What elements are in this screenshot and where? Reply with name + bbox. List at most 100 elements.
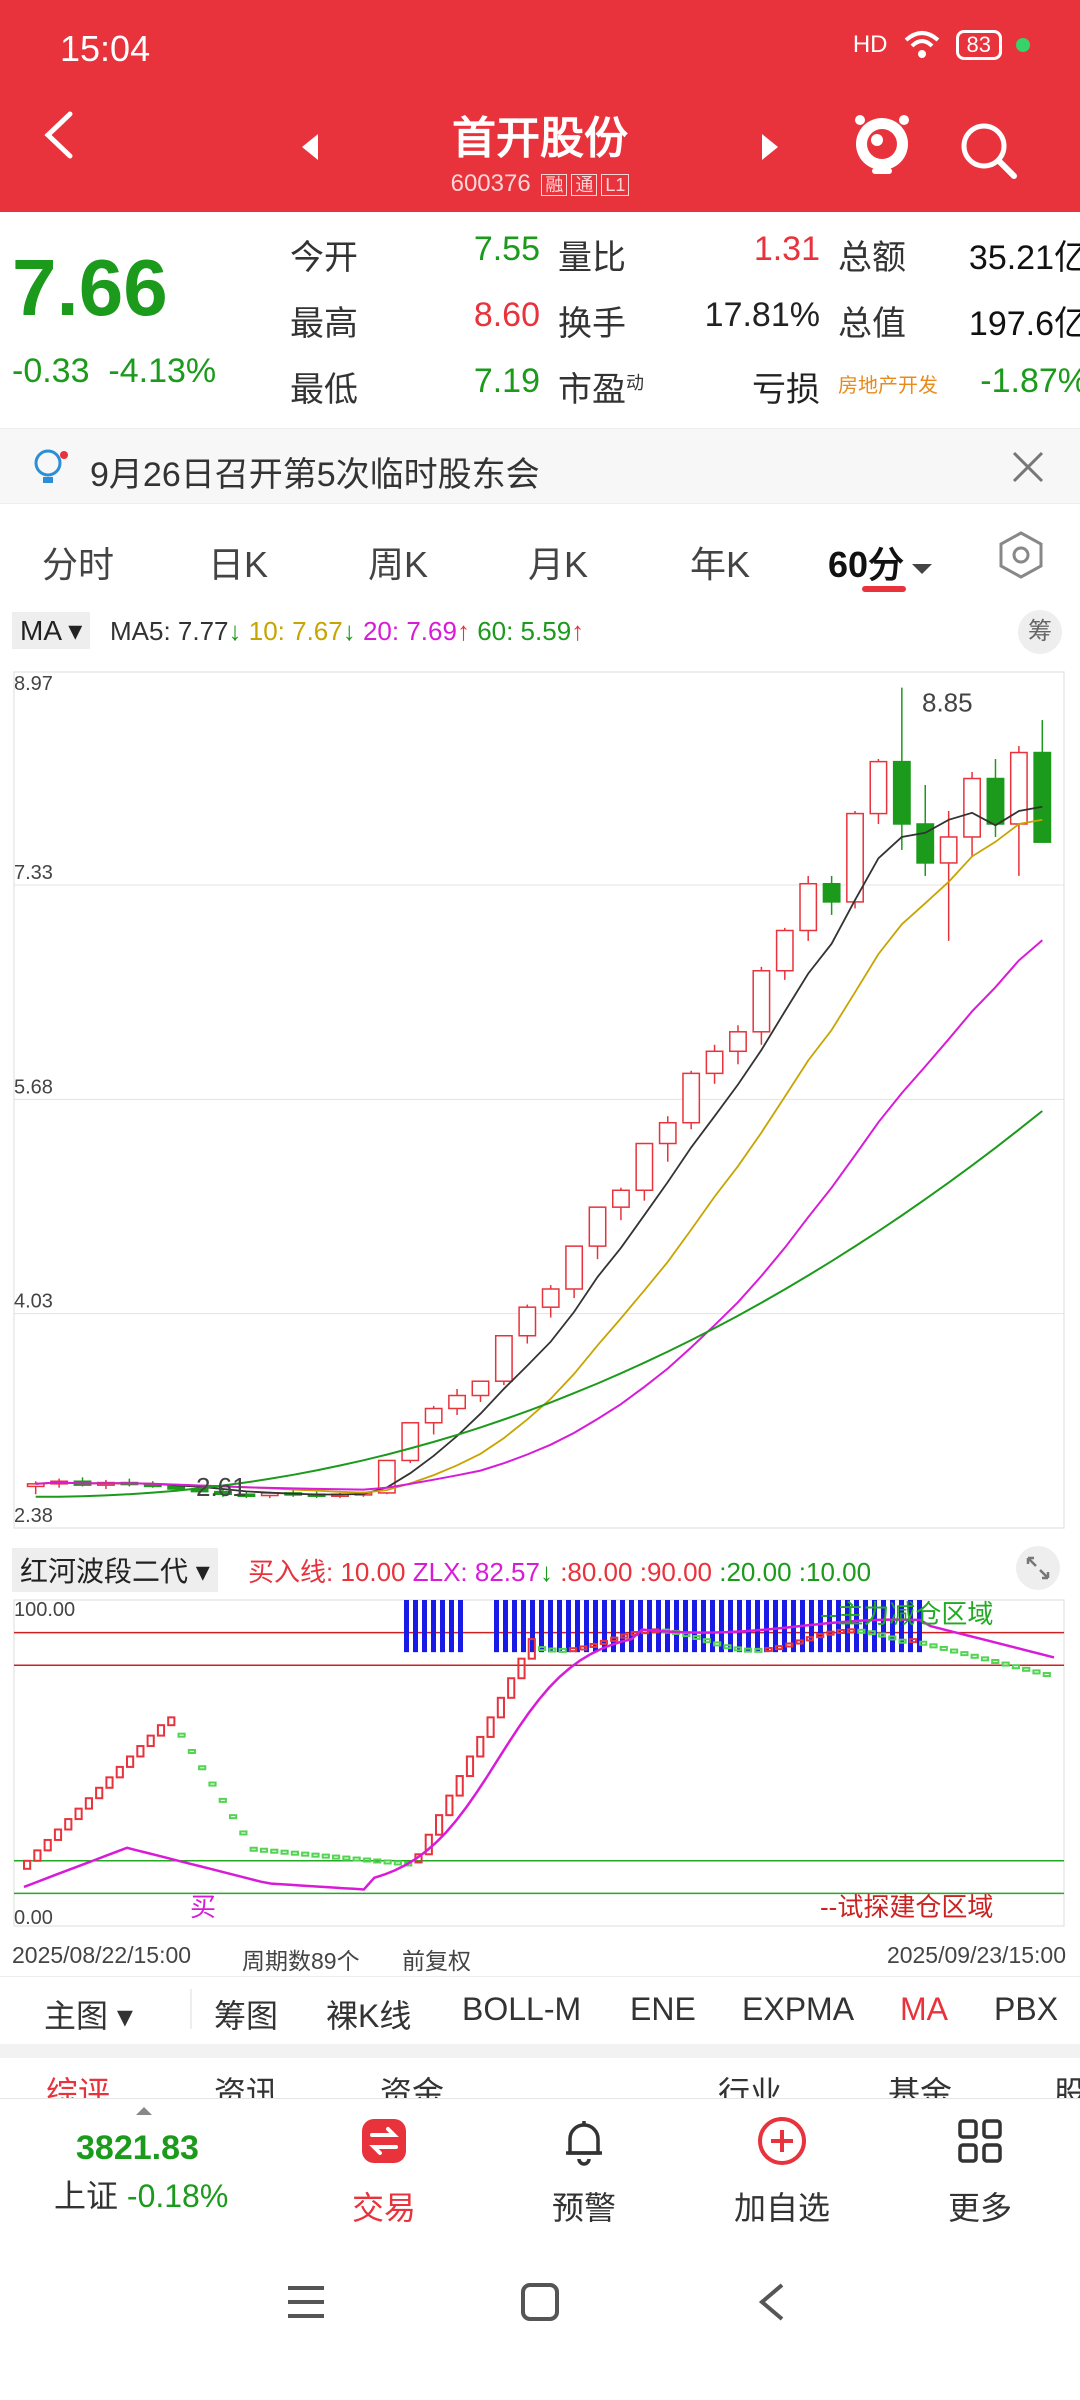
nav-alert[interactable]: 预警 [524,2113,644,2229]
blue-zone-bar [755,1600,760,1653]
nav-add-watchlist[interactable]: 加自选 [722,2113,842,2229]
home-icon[interactable] [520,2282,560,2322]
tab-expma[interactable]: EXPMA [742,1991,855,2027]
tab-week-k[interactable]: 周K [368,544,429,585]
sector-name[interactable]: 房地产开发 [838,375,938,397]
menu-icon[interactable] [286,2284,326,2320]
blue-zone-bar [908,1600,913,1653]
expand-up-icon[interactable] [134,2105,154,2117]
expand-icon[interactable] [1016,1546,1060,1590]
kline-chart[interactable]: 8.97 7.33 5.68 4.03 2.38 8.85 2.61 [0,660,1080,1540]
tab-naked-k[interactable]: 裸K线 [326,1998,412,2034]
amount-label: 总额 [838,239,906,277]
blue-zone-bar [611,1600,616,1653]
indicator-bar [476,1735,485,1758]
tag-rong: 融 [541,174,568,196]
pe-value: 亏损 [752,371,820,409]
indicator-chart[interactable]: 100.00 0.00 --主力减仓区域 --试探建仓区域 买 [0,1590,1080,1936]
indicator-bar [1001,1661,1010,1667]
notice-text[interactable]: 9月26日召开第5次临时股东会 [90,456,540,494]
sector-cell[interactable]: 房地产开发 [830,362,962,411]
indicator-bar [435,1814,444,1836]
peek-tab-6[interactable]: 股 [1054,2075,1080,2098]
ma-selector[interactable]: MA ▾ [12,612,91,649]
peek-tab-2[interactable]: 资讯 [214,2075,279,2098]
candle-body [518,1306,537,1337]
tab-year-k[interactable]: 年K [690,544,751,585]
indicator-bar [919,1640,928,1646]
index-row[interactable]: 上证 -0.18% [54,2171,228,2217]
peek-tab-3[interactable]: 资金 [380,2075,445,2098]
y-axis-label: 2.38 [14,1505,53,1527]
tab-ma[interactable]: MA [900,1991,948,2027]
indicator-bar [579,1645,588,1651]
indicator-bar [744,1647,753,1653]
system-back-icon[interactable] [756,2282,786,2322]
tab-chip-chart[interactable]: 筹图 [214,1998,279,2034]
settings-hex-icon[interactable] [996,530,1046,580]
dropdown-icon [912,564,933,574]
adjust-mode[interactable]: 前复权 [402,1948,471,1974]
close-icon[interactable] [1010,449,1046,485]
prev-stock-icon[interactable] [298,132,322,162]
indicator-bar [126,1755,135,1768]
indicator-bar [991,1658,1000,1664]
blue-zone-bar [449,1600,454,1653]
zlx-value: ZLX: 82.57 [412,1557,540,1587]
blue-zone-bar [512,1600,517,1653]
peek-tab-4[interactable]: 行业 [718,2075,783,2098]
peek-tab-1[interactable]: 综评 [46,2075,111,2098]
index-name: 上证 [54,2178,119,2214]
add-circle-icon [758,2117,806,2165]
indicator-bar [548,1647,557,1653]
back-icon[interactable] [38,110,78,160]
tab-ene[interactable]: ENE [630,1991,696,2027]
candle-body [1009,751,1028,825]
tab-month-k[interactable]: 月K [528,544,589,585]
indicator-bar [908,1638,917,1644]
blue-zone-bar [854,1600,859,1653]
main-chart-selector[interactable]: 主图 ▾ [44,1998,133,2034]
tab-day-k[interactable]: 日K [208,544,269,585]
candle-body [541,1288,560,1308]
indicator-top-label: 100.00 [14,1599,75,1621]
nav-more[interactable]: 更多 [920,2113,1040,2229]
axis-start: 2025/08/22/15:00 [12,1942,192,1968]
indicator-bar [847,1628,856,1634]
indicator-bar [795,1639,804,1645]
assistant-robot-icon[interactable] [852,112,912,176]
indicator-bar [53,1828,63,1841]
peek-tab-5[interactable]: 基金 [888,2075,953,2098]
zlx-line [23,1618,1055,1891]
blue-zone-bar [521,1600,526,1653]
indicator-selector[interactable]: 红河波段二代 ▾ [12,1548,218,1592]
candle-body [729,1031,747,1053]
nav-trade[interactable]: 交易 [324,2113,444,2229]
tab-pbx[interactable]: PBX [994,1991,1059,2027]
indicator-bar [342,1855,351,1861]
indicator-bar [455,1775,464,1797]
index-value[interactable]: 3821.83 [76,2129,199,2167]
indicator-bar [105,1776,114,1789]
chip-button[interactable]: 筹 [1018,610,1062,654]
tab-fenshi[interactable]: 分时 [42,544,115,585]
blue-zone-bar [620,1600,625,1653]
signal-icon: HD [852,31,888,58]
blue-zone-bar [656,1600,661,1653]
tab-underline [862,586,906,592]
blue-zone-bar [431,1600,436,1653]
indicator-bar [332,1854,341,1860]
notice-bar[interactable]: 9月26日召开第5次临时股东会 [0,428,1080,504]
low-value: 7.19 [473,362,540,400]
mcap-value: 197.6亿 [968,305,1080,343]
next-stock-icon[interactable] [758,132,782,162]
tab-60min[interactable]: 60分 [828,536,934,588]
search-icon[interactable] [956,118,1020,182]
ma-selector-label: MA [20,615,61,646]
ma-values: MA5: 7.77↓ 10: 7.67↓ 20: 7.69↑ 60: 5.59↑ [110,616,585,646]
blue-zone-bar [404,1600,409,1653]
tab-boll-m[interactable]: BOLL-M [462,1991,582,2027]
ma10-line [35,818,1043,1494]
blue-zone-bar [710,1600,715,1653]
indicator-bar [507,1677,516,1699]
